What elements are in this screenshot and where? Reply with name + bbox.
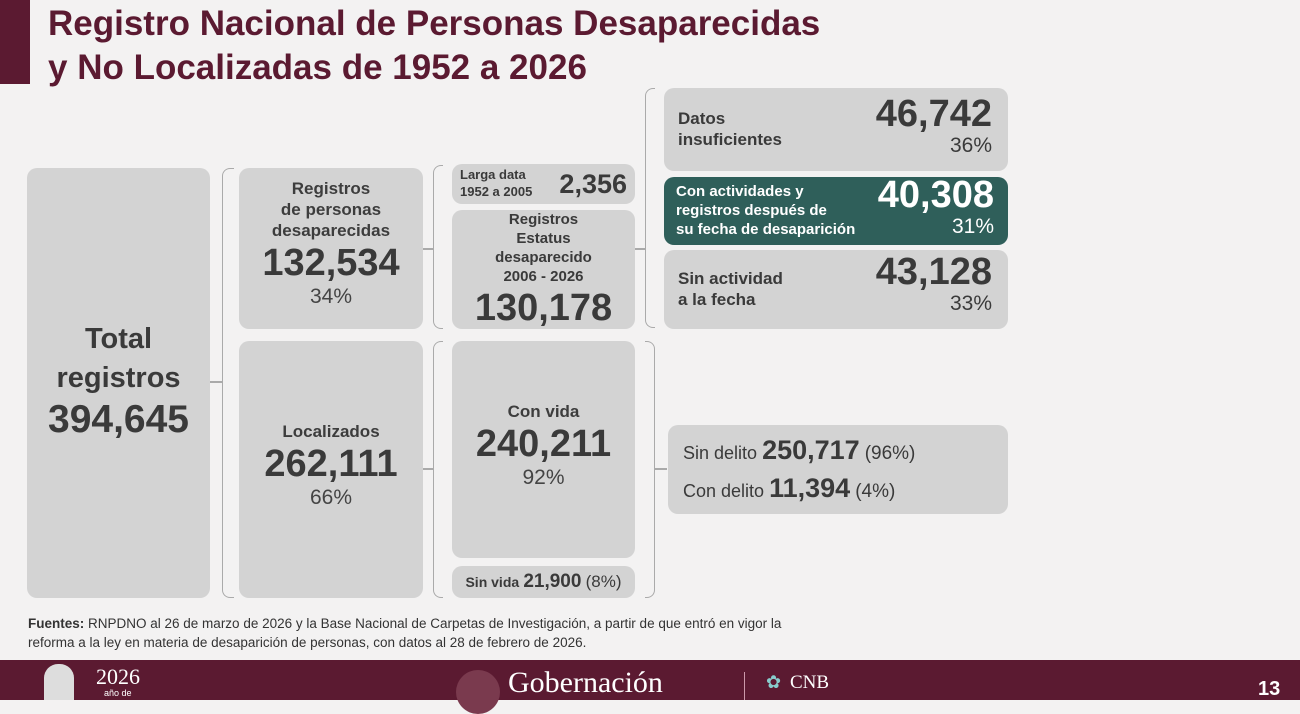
bracket bbox=[645, 88, 655, 328]
label: su fecha de desaparición bbox=[676, 221, 856, 238]
sin-vida-box: Sin vida 21,900 (8%) bbox=[452, 566, 635, 598]
label: Registros bbox=[291, 179, 371, 198]
value: 262,111 bbox=[264, 443, 398, 485]
value: 130,178 bbox=[474, 287, 613, 329]
bracket bbox=[222, 168, 234, 598]
label: desaparecido bbox=[495, 249, 592, 266]
label: Localizados bbox=[282, 422, 380, 441]
total-value: 394,645 bbox=[48, 398, 189, 441]
title-line-2: y No Localizadas de 1952 a 2026 bbox=[48, 48, 587, 87]
sources-text: reforma a la ley en materia de desaparic… bbox=[28, 635, 587, 650]
label: Registros bbox=[508, 211, 579, 228]
sin-actividad-box: Sin actividad a la fecha 43,128 33% bbox=[664, 250, 1008, 329]
value: 2,356 bbox=[559, 169, 627, 199]
connector bbox=[635, 248, 645, 250]
title-line-1: Registro Nacional de Personas Desapareci… bbox=[48, 4, 821, 43]
delito-box: Sin delito 250,717 (96%) Con delito 11,3… bbox=[668, 425, 1008, 514]
percent: (8%) bbox=[585, 572, 622, 591]
bracket bbox=[433, 165, 443, 329]
footer-year: 2026 bbox=[96, 664, 140, 689]
bracket bbox=[433, 341, 443, 598]
value: 21,900 bbox=[523, 571, 582, 592]
coat-of-arms-icon bbox=[456, 670, 500, 714]
value: 40,308 bbox=[877, 174, 994, 216]
connector bbox=[655, 468, 667, 470]
sources-note: Fuentes: RNPDNO al 26 de marzo de 2026 y… bbox=[28, 614, 781, 652]
footer-year-sub: año de bbox=[104, 688, 132, 698]
sources-text: RNPDNO al 26 de marzo de 2026 y la Base … bbox=[84, 616, 782, 631]
title-accent-bar bbox=[0, 0, 30, 84]
label: 2006 - 2026 bbox=[503, 268, 584, 285]
label: Con actividades y bbox=[676, 183, 804, 200]
value: 11,394 bbox=[769, 473, 851, 503]
datos-insuficientes-box: Datos insuficientes 46,742 36% bbox=[664, 88, 1008, 171]
percent: 34% bbox=[309, 285, 353, 308]
footer-brand: Gobernación bbox=[508, 666, 663, 699]
con-actividades-box: Con actividades y registros después de su … bbox=[664, 174, 1008, 245]
percent: (96%) bbox=[864, 443, 916, 464]
connector bbox=[423, 248, 433, 250]
label: registros después de bbox=[676, 202, 827, 219]
percent: 66% bbox=[309, 486, 353, 509]
label: Sin delito bbox=[683, 443, 758, 463]
percent: (4%) bbox=[855, 481, 896, 502]
connector bbox=[423, 468, 433, 470]
value: 250,717 bbox=[762, 435, 860, 465]
total-box: Total registros 394,645 bbox=[27, 168, 210, 598]
cnb-logo-icon: ✿ bbox=[766, 672, 782, 692]
percent: 36% bbox=[949, 134, 992, 157]
label: desaparecidas bbox=[271, 221, 391, 240]
bracket bbox=[645, 341, 655, 598]
percent: 31% bbox=[951, 215, 994, 238]
total-label-2: registros bbox=[56, 362, 181, 394]
value: 240,211 bbox=[475, 423, 612, 465]
divider bbox=[744, 672, 745, 700]
label: de personas bbox=[280, 200, 382, 219]
label: a la fecha bbox=[678, 290, 756, 309]
portrait-icon bbox=[44, 664, 74, 700]
footer-cnb: CNB bbox=[790, 672, 830, 693]
localizados-box: Localizados 262,111 66% bbox=[239, 341, 423, 598]
value: 43,128 bbox=[875, 251, 992, 293]
footer-bar: 2026 año de Gobernación ✿ CNB 13 bbox=[0, 660, 1300, 714]
larga-data-box: Larga data 1952 a 2005 2,356 bbox=[452, 164, 635, 204]
percent: 33% bbox=[949, 292, 992, 315]
label: Datos bbox=[678, 109, 726, 128]
page-number: 13 bbox=[1258, 678, 1281, 700]
label: Sin actividad bbox=[678, 269, 783, 288]
page-title: Registro Nacional de Personas Desapareci… bbox=[48, 2, 820, 90]
label: 1952 a 2005 bbox=[460, 184, 533, 199]
label: Con vida bbox=[507, 402, 580, 421]
value: 132,534 bbox=[262, 242, 400, 284]
label: Estatus bbox=[516, 230, 571, 247]
value: 46,742 bbox=[875, 93, 992, 135]
total-label-1: Total bbox=[84, 323, 153, 355]
connector bbox=[210, 381, 222, 383]
label: Sin vida bbox=[465, 574, 520, 590]
label: Con delito bbox=[683, 481, 765, 501]
percent: 92% bbox=[522, 466, 565, 489]
desaparecidas-box: Registros de personas desaparecidas 132,53… bbox=[239, 168, 423, 329]
label: Larga data bbox=[460, 167, 526, 182]
con-vida-box: Con vida 240,211 92% bbox=[452, 341, 635, 558]
sources-label: Fuentes: bbox=[28, 616, 85, 631]
estatus-box: Registros Estatus desaparecido 2006 - 2026 … bbox=[452, 210, 635, 329]
label: insuficientes bbox=[678, 130, 782, 149]
